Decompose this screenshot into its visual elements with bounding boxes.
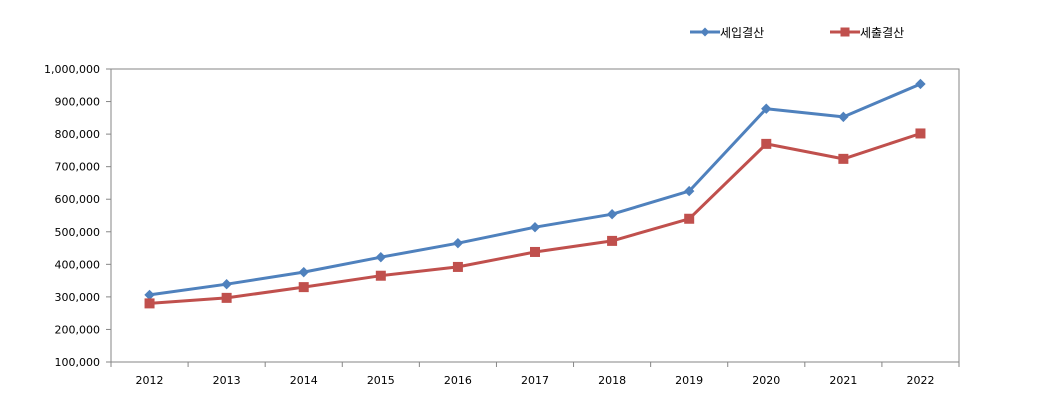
legend-label: 세출결산 — [860, 26, 904, 40]
legend-label: 세입결산 — [720, 26, 764, 40]
data-point-diamond — [838, 111, 849, 123]
series-2 — [144, 128, 926, 309]
data-point-square — [375, 270, 386, 281]
series-layer — [144, 78, 926, 309]
x-tick-label: 2020 — [752, 374, 780, 387]
data-point-diamond — [606, 208, 618, 220]
series-1 — [144, 78, 926, 301]
x-tick-label: 2018 — [598, 374, 626, 387]
x-tick-label: 2014 — [290, 374, 318, 387]
data-point-square — [684, 213, 695, 224]
data-point-diamond — [915, 78, 926, 90]
y-tick-label: 400,000 — [55, 258, 101, 271]
plot-area — [110, 68, 960, 363]
legend-item: 세출결산 — [830, 26, 904, 40]
y-tick-label: 500,000 — [55, 226, 101, 239]
data-point-diamond — [221, 278, 232, 290]
x-tick-label: 2019 — [675, 374, 703, 387]
data-point-square — [915, 128, 926, 139]
y-tick-label: 600,000 — [55, 193, 101, 206]
data-point-square — [761, 138, 772, 149]
legend-marker-square — [840, 27, 850, 37]
data-point-diamond — [298, 266, 309, 278]
x-tick-label: 2017 — [521, 374, 549, 387]
y-tick-label: 200,000 — [55, 323, 101, 336]
legend: 세입결산 세출결산 — [690, 26, 904, 40]
data-point-square — [221, 292, 232, 303]
data-point-diamond — [375, 251, 387, 263]
x-tick-label: 2016 — [444, 374, 472, 387]
data-point-square — [144, 298, 155, 309]
data-point-diamond — [452, 237, 464, 249]
data-point-square — [838, 153, 849, 164]
data-point-diamond — [529, 222, 541, 233]
y-tick-label: 1,000,000 — [44, 63, 100, 76]
y-tick-label: 700,000 — [55, 161, 101, 174]
x-tick-label: 2012 — [136, 374, 164, 387]
x-tick-label: 2015 — [367, 374, 395, 387]
x-tick-label: 2021 — [829, 374, 857, 387]
data-point-diamond — [761, 103, 772, 114]
data-point-square — [452, 261, 463, 272]
y-tick-label: 300,000 — [55, 291, 101, 304]
data-point-square — [530, 246, 540, 257]
axes: 100,000 200,000 300,000 400,000 500,000 600,0… — [44, 63, 960, 387]
data-point-square — [607, 235, 618, 246]
y-tick-label: 900,000 — [55, 96, 101, 109]
data-point-square — [298, 282, 309, 293]
legend-marker-diamond — [700, 27, 710, 37]
y-tick-label: 100,000 — [55, 356, 101, 369]
x-tick-label: 2013 — [213, 374, 241, 387]
data-point-diamond — [683, 185, 695, 197]
legend-item: 세입결산 — [690, 26, 764, 40]
y-tick-label: 800,000 — [55, 128, 101, 141]
x-tick-label: 2022 — [906, 374, 934, 387]
